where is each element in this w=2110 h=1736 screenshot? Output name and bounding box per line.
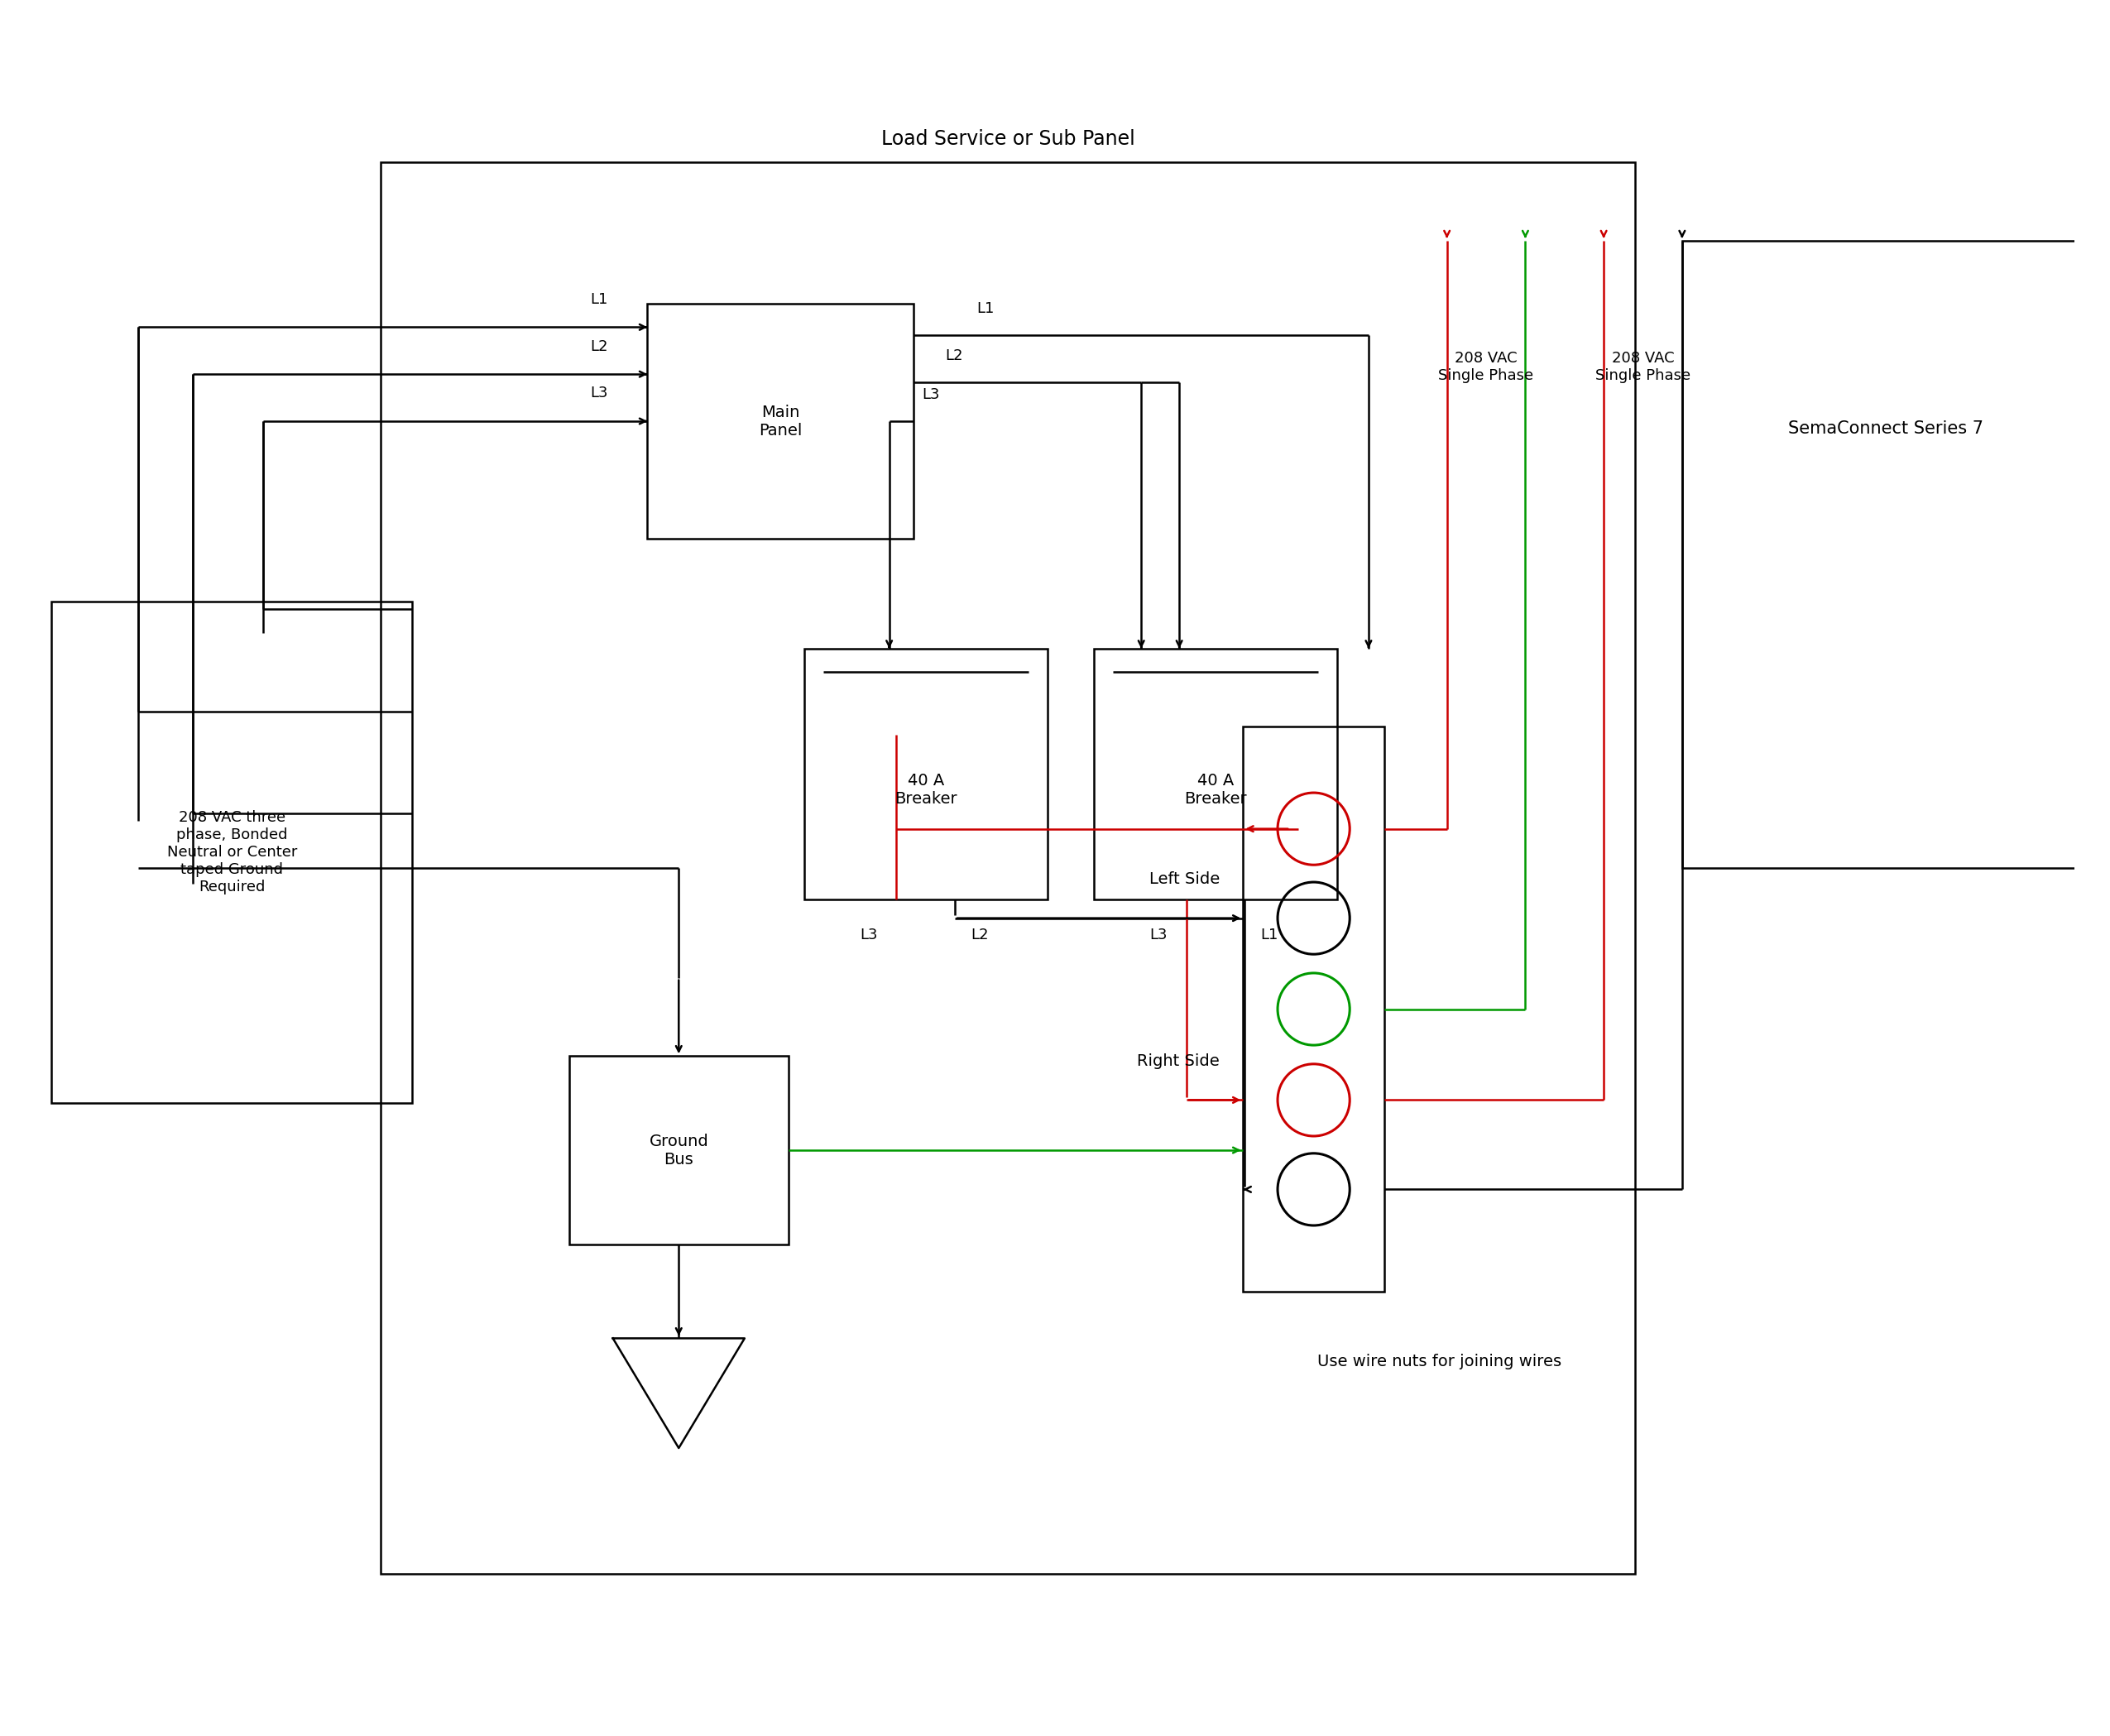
Text: 40 A
Breaker: 40 A Breaker bbox=[1184, 773, 1247, 807]
Text: Use wire nuts for joining wires: Use wire nuts for joining wires bbox=[1317, 1354, 1561, 1370]
Text: L2: L2 bbox=[945, 349, 962, 363]
Bar bbox=[1243, 727, 1384, 1292]
Text: L1: L1 bbox=[591, 292, 608, 307]
Text: 40 A
Breaker: 40 A Breaker bbox=[895, 773, 958, 807]
Bar bbox=[648, 304, 914, 538]
Text: L3: L3 bbox=[922, 387, 939, 403]
Text: L3: L3 bbox=[591, 385, 608, 401]
Text: Load Service or Sub Panel: Load Service or Sub Panel bbox=[882, 128, 1135, 149]
Bar bbox=[51, 601, 411, 1102]
Bar bbox=[804, 649, 1047, 899]
Text: Right Side: Right Side bbox=[1137, 1054, 1220, 1069]
Bar bbox=[1682, 241, 2089, 868]
Text: L2: L2 bbox=[971, 927, 987, 943]
Text: Ground
Bus: Ground Bus bbox=[650, 1134, 709, 1167]
Text: Main
Panel: Main Panel bbox=[760, 404, 802, 437]
Text: L1: L1 bbox=[977, 302, 994, 316]
Text: SemaConnect Series 7: SemaConnect Series 7 bbox=[1789, 420, 1983, 437]
Text: L2: L2 bbox=[591, 339, 608, 354]
Text: L1: L1 bbox=[1260, 927, 1279, 943]
Bar bbox=[382, 163, 1635, 1573]
Text: L3: L3 bbox=[1150, 927, 1167, 943]
Text: 208 VAC
Single Phase: 208 VAC Single Phase bbox=[1595, 351, 1690, 382]
Text: 208 VAC three
phase, Bonded
Neutral or Center
taped Ground
Required: 208 VAC three phase, Bonded Neutral or C… bbox=[167, 811, 298, 894]
Text: 208 VAC
Single Phase: 208 VAC Single Phase bbox=[1439, 351, 1534, 382]
Bar bbox=[570, 1055, 789, 1245]
Text: Left Side: Left Side bbox=[1150, 871, 1220, 887]
Text: L3: L3 bbox=[861, 927, 878, 943]
Bar bbox=[1095, 649, 1338, 899]
